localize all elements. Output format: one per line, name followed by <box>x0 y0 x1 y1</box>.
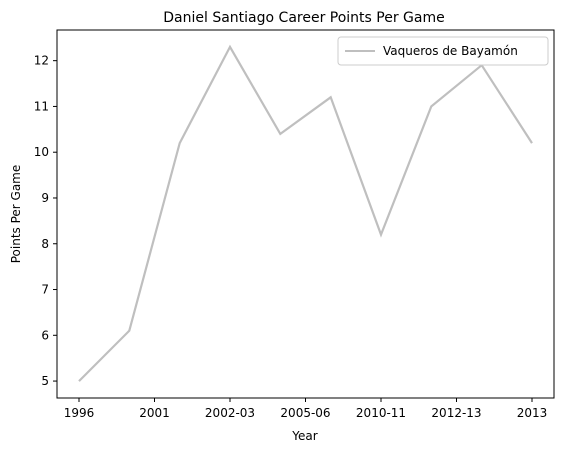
plot-area: 5 6 7 8 9 10 11 12 1996 2001 2002-03 2005-06 2010-1… <box>34 30 554 420</box>
series-line <box>79 47 532 381</box>
x-tick-label: 2005-06 <box>280 406 330 420</box>
y-tick-label: 6 <box>41 328 49 342</box>
y-tick-label: 11 <box>34 99 49 113</box>
y-tick-label: 12 <box>34 54 49 68</box>
x-tick-label: 2012-13 <box>431 406 481 420</box>
x-tick-label: 2002-03 <box>205 406 255 420</box>
x-axis: 1996 2001 2002-03 2005-06 2010-11 2012-13 2013 <box>64 398 548 420</box>
x-tick-label: 2010-11 <box>356 406 406 420</box>
y-axis: 5 6 7 8 9 10 11 12 <box>34 54 57 388</box>
legend-label: Vaqueros de Bayamón <box>383 44 518 58</box>
y-tick-label: 5 <box>41 374 49 388</box>
x-tick-label: 2013 <box>517 406 548 420</box>
y-tick-label: 7 <box>41 283 49 297</box>
plot-frame <box>57 30 554 398</box>
legend: Vaqueros de Bayamón <box>338 37 548 65</box>
y-tick-label: 8 <box>41 237 49 251</box>
x-tick-label: 1996 <box>64 406 95 420</box>
series-layer <box>79 47 532 381</box>
x-axis-label: Year <box>291 429 317 443</box>
y-axis-label: Points Per Game <box>9 165 23 264</box>
y-tick-label: 10 <box>34 145 49 159</box>
chart-title: Daniel Santiago Career Points Per Game <box>163 10 444 26</box>
y-tick-label: 9 <box>41 191 49 205</box>
x-tick-label: 2001 <box>139 406 170 420</box>
